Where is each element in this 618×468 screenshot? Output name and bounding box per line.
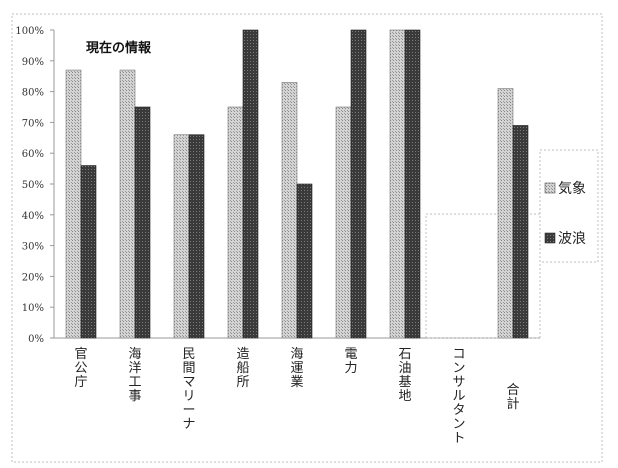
chart-border bbox=[11, 13, 603, 463]
bar-haro-5 bbox=[350, 29, 367, 339]
y-tick-label: 80% bbox=[22, 88, 44, 99]
category-label: コンサルタント bbox=[452, 347, 465, 446]
category-label: 民間マリーナ bbox=[182, 347, 195, 432]
bars bbox=[65, 29, 529, 339]
bar-kisho-8 bbox=[497, 88, 514, 339]
y-axis-ticks: 0% 10% 20% 30% 40% 50% 60% 70% 80% 90% 100% bbox=[15, 26, 54, 345]
bar-kisho-2 bbox=[173, 134, 190, 339]
y-tick-label: 60% bbox=[22, 149, 44, 160]
y-tick-label: 70% bbox=[22, 118, 44, 129]
category-label: 造船所 bbox=[236, 347, 249, 390]
bar-kisho-4 bbox=[281, 82, 298, 339]
bar-kisho-3 bbox=[227, 106, 244, 339]
chart-title: 現在の情報 bbox=[86, 40, 152, 56]
bar-kisho-0 bbox=[65, 69, 82, 339]
y-tick-label: 20% bbox=[22, 272, 44, 283]
bar-kisho-5 bbox=[335, 106, 352, 339]
category-label: 合計 bbox=[506, 383, 519, 412]
legend: 気象 波浪 bbox=[544, 181, 586, 247]
y-tick-label: 50% bbox=[22, 180, 44, 191]
category-label: 石油基地 bbox=[398, 347, 411, 404]
category-label: 電力 bbox=[344, 347, 357, 376]
category-labels: 官公庁 海洋工事 民間マリーナ 造船所 海運業 電力 石油基地 コンサルタント 合計 bbox=[74, 346, 519, 446]
bar-kisho-6 bbox=[389, 29, 406, 339]
y-tick-label: 90% bbox=[22, 57, 44, 68]
bar-haro-1 bbox=[134, 106, 151, 339]
bar-haro-8 bbox=[512, 125, 529, 339]
y-tick-label: 40% bbox=[22, 211, 44, 222]
legend-swatch-kisho bbox=[544, 182, 556, 194]
legend-label-haro: 波浪 bbox=[558, 231, 586, 247]
bar-haro-2 bbox=[188, 134, 205, 339]
bar-haro-4 bbox=[296, 183, 313, 339]
legend-swatch-haro bbox=[544, 232, 556, 244]
legend-box bbox=[539, 149, 599, 263]
y-tick-label: 100% bbox=[15, 26, 44, 37]
bar-haro-6 bbox=[404, 29, 421, 339]
legend-label-kisho: 気象 bbox=[558, 181, 586, 197]
bar-haro-0 bbox=[80, 165, 97, 339]
consultant-empty-box bbox=[425, 213, 541, 339]
y-tick-label: 10% bbox=[22, 303, 44, 314]
bar-kisho-1 bbox=[119, 69, 136, 339]
category-label: 海運業 bbox=[290, 347, 303, 390]
category-label: 海洋工事 bbox=[128, 347, 141, 404]
y-tick-label: 30% bbox=[22, 242, 44, 253]
bar-haro-3 bbox=[242, 29, 259, 339]
category-label: 官公庁 bbox=[74, 346, 87, 390]
y-tick-label: 0% bbox=[28, 334, 44, 345]
